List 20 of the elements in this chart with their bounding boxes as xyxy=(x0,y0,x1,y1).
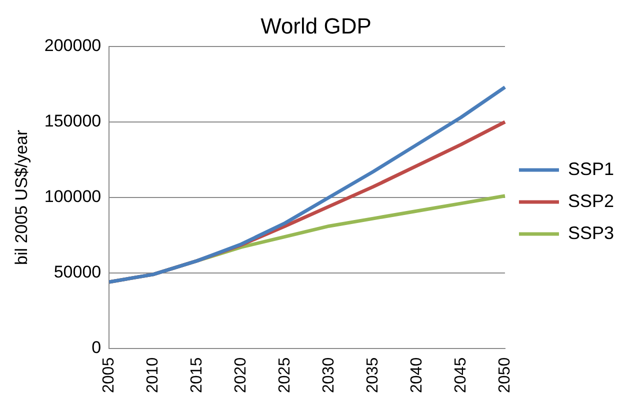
y-tick-label: 150000 xyxy=(44,112,102,131)
x-tick-label: 2030 xyxy=(320,357,338,393)
y-axis-title: bil 2005 US$/year xyxy=(12,130,31,265)
x-tick-label: 2025 xyxy=(276,357,294,393)
y-tick-label: 200000 xyxy=(44,36,102,56)
x-tick-label: 2020 xyxy=(232,357,250,393)
x-tick-label: 2015 xyxy=(188,357,206,393)
legend-label: SSP1 xyxy=(568,158,614,179)
x-tick-label: 2005 xyxy=(100,357,118,393)
y-tick-label: 0 xyxy=(92,338,102,358)
x-tick-label: 2045 xyxy=(452,357,470,393)
x-tick-label: 2040 xyxy=(408,357,426,393)
x-tick-label: 2035 xyxy=(364,357,382,393)
y-tick-label: 100000 xyxy=(44,187,102,206)
x-tick-label: 2050 xyxy=(496,357,514,393)
chart-title: World GDP xyxy=(260,13,372,38)
legend-label: SSP3 xyxy=(568,222,614,243)
y-tick-label: 50000 xyxy=(54,262,102,282)
legend-label: SSP2 xyxy=(568,190,614,211)
x-tick-label: 2010 xyxy=(144,357,162,393)
